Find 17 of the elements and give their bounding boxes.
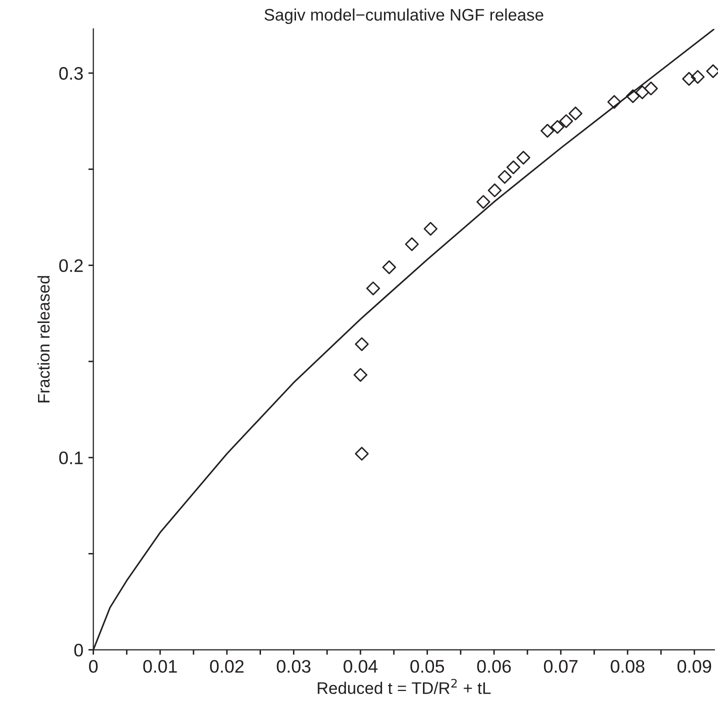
y-axis-title: Fraction released: [37, 276, 50, 402]
x-tick-label: 0.02: [210, 660, 244, 673]
x-tick-label: 0: [89, 660, 98, 673]
x-tick-label: 0.01: [143, 660, 177, 673]
y-tick-label: 0: [74, 644, 83, 657]
x-tick-label: 0.08: [610, 660, 644, 673]
x-tick-label: 0.03: [276, 660, 310, 673]
x-tick-label: 0.09: [678, 660, 712, 673]
y-tick-label: 0.2: [59, 259, 83, 272]
y-tick-label: 0.3: [59, 67, 83, 80]
x-tick-label: 0.07: [544, 660, 578, 673]
x-tick-label: 0.04: [344, 660, 378, 673]
x-tick-label: 0.06: [477, 660, 511, 673]
x-tick-label: 0.05: [410, 660, 444, 673]
chart-title: Sagiv model−cumulative NGF release: [264, 8, 544, 24]
x-axis-title: Reduced t = TD/R$^{2}$ + tL: [318, 678, 491, 694]
y-tick-label: 0.1: [59, 452, 83, 464]
